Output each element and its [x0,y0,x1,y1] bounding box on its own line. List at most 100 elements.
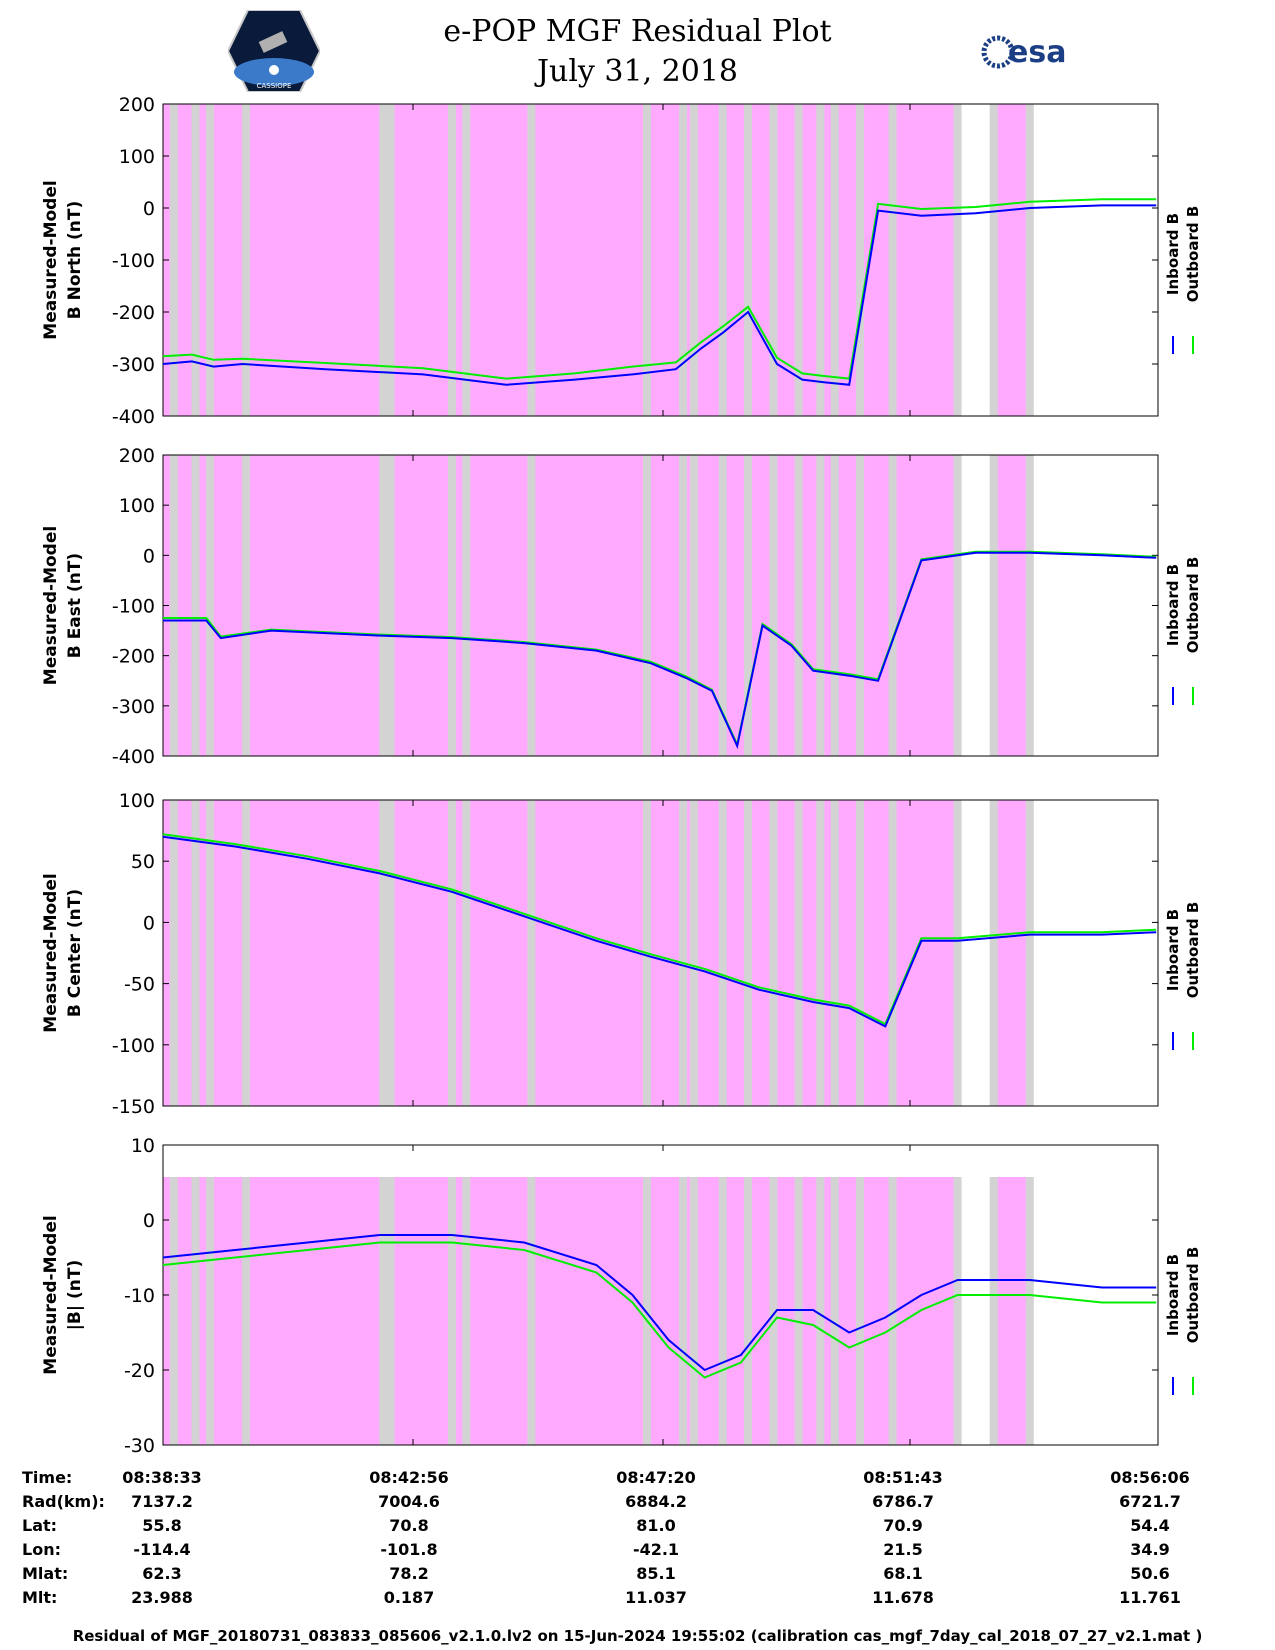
gap-band [689,104,698,416]
gap-band [1025,1177,1034,1445]
inboard-series-line [162,204,1157,386]
info-cell: 7004.6 [378,1492,440,1511]
gap-band [769,1177,778,1445]
gap-band [794,104,803,416]
y-tick-label: -200 [112,302,155,324]
gap-band [379,104,388,416]
y-axis-label: B East (nT) [65,553,85,658]
gap-band [689,455,698,756]
y-tick-label: 0 [143,198,155,220]
sunlit-band [163,1177,958,1445]
y-tick-label: 100 [119,146,155,168]
gap-band [527,1177,536,1445]
gap-band [191,800,200,1106]
cassiope-logo-text: CASSIOPE [257,82,292,90]
legend-inboard-label: Inboard B [1164,213,1182,295]
gap-band [386,455,395,756]
gap-band [379,1177,388,1445]
y-tick-label: 100 [119,495,155,517]
row-label-time: Time: [22,1468,73,1487]
sunlit-band [993,1177,1030,1445]
gap-band [856,104,865,416]
gap-band [816,455,825,756]
y-axis-label: |B| (nT) [65,1260,85,1331]
gap-band [642,104,651,416]
gap-band [379,455,388,756]
gap-band [953,104,962,416]
info-cell: 23.988 [131,1588,193,1607]
gap-band [794,800,803,1106]
gap-band [679,455,688,756]
gap-band [830,800,839,1106]
info-cell: 11.761 [1119,1588,1181,1607]
gap-band [744,104,753,416]
info-cell: 55.8 [142,1516,182,1535]
y-tick-label: 0 [143,1210,155,1232]
gap-band [447,1177,456,1445]
gap-band [953,455,962,756]
sunlit-band [163,104,958,416]
gap-band [769,104,778,416]
info-cell: 62.3 [142,1564,182,1583]
y-tick-label: -150 [112,1096,155,1118]
gap-band [242,104,251,416]
y-tick-label: 0 [143,545,155,567]
gap-band [447,800,456,1106]
gap-band [169,1177,178,1445]
gap-band [953,800,962,1106]
info-cell: 70.9 [883,1516,923,1535]
gap-band [718,800,727,1106]
gap-band [169,800,178,1106]
gap-band [718,455,727,756]
y-axis-label: Measured-Model [41,180,61,339]
y-tick-label: -30 [124,1435,155,1457]
cassiope-logo: CASSIOPE [228,10,320,92]
gap-band [744,800,753,1106]
gap-band [527,800,536,1106]
y-tick-label: 100 [119,790,155,812]
y-tick-label: -10 [124,1285,155,1307]
gap-band [191,1177,200,1445]
info-cell: 08:38:33 [122,1468,202,1487]
gap-band [462,800,471,1106]
row-label-mlt: Mlt: [22,1588,58,1607]
inboard-series-line [163,551,1157,750]
legend-outboard-label: Outboard B [1184,902,1202,999]
gap-band [816,800,825,1106]
gap-band [888,104,897,416]
y-tick-label: -400 [112,746,155,768]
row-label-lat: Lat: [22,1516,58,1535]
inboard-series-line [162,1234,1157,1372]
sunlit-band [993,455,1030,756]
orbit-info-table: Time: Rad(km): Lat: Lon: Mlat: Mlt: 08:3… [0,1468,1275,1618]
y-tick-label: 200 [119,445,155,467]
gap-band [379,800,388,1106]
gap-band [679,800,688,1106]
gap-band [816,104,825,416]
info-cell: 0.187 [383,1588,435,1607]
y-tick-label: 10 [131,1135,155,1157]
gap-band [989,800,998,1106]
info-cell: 6786.7 [872,1492,934,1511]
info-cell: 78.2 [389,1564,429,1583]
y-axis-label: Measured-Model [41,526,61,685]
y-axis-label: B North (nT) [65,201,85,320]
legend-inboard-label: Inboard B [1164,564,1182,646]
gap-band [527,104,536,416]
info-cell: 68.1 [883,1564,923,1583]
y-tick-label: -300 [112,696,155,718]
gap-band [447,104,456,416]
gap-band [679,1177,688,1445]
gap-band [642,1177,651,1445]
gap-band [191,455,200,756]
info-cell: 7137.2 [131,1492,193,1511]
gap-band [689,1177,698,1445]
gap-band [989,455,998,756]
gap-band [386,800,395,1106]
y-axis-label: Measured-Model [41,873,61,1032]
legend-outboard-label: Outboard B [1184,557,1202,654]
gap-band [888,455,897,756]
y-tick-label: -100 [112,250,155,272]
gap-band [205,455,214,756]
gap-band [856,1177,865,1445]
